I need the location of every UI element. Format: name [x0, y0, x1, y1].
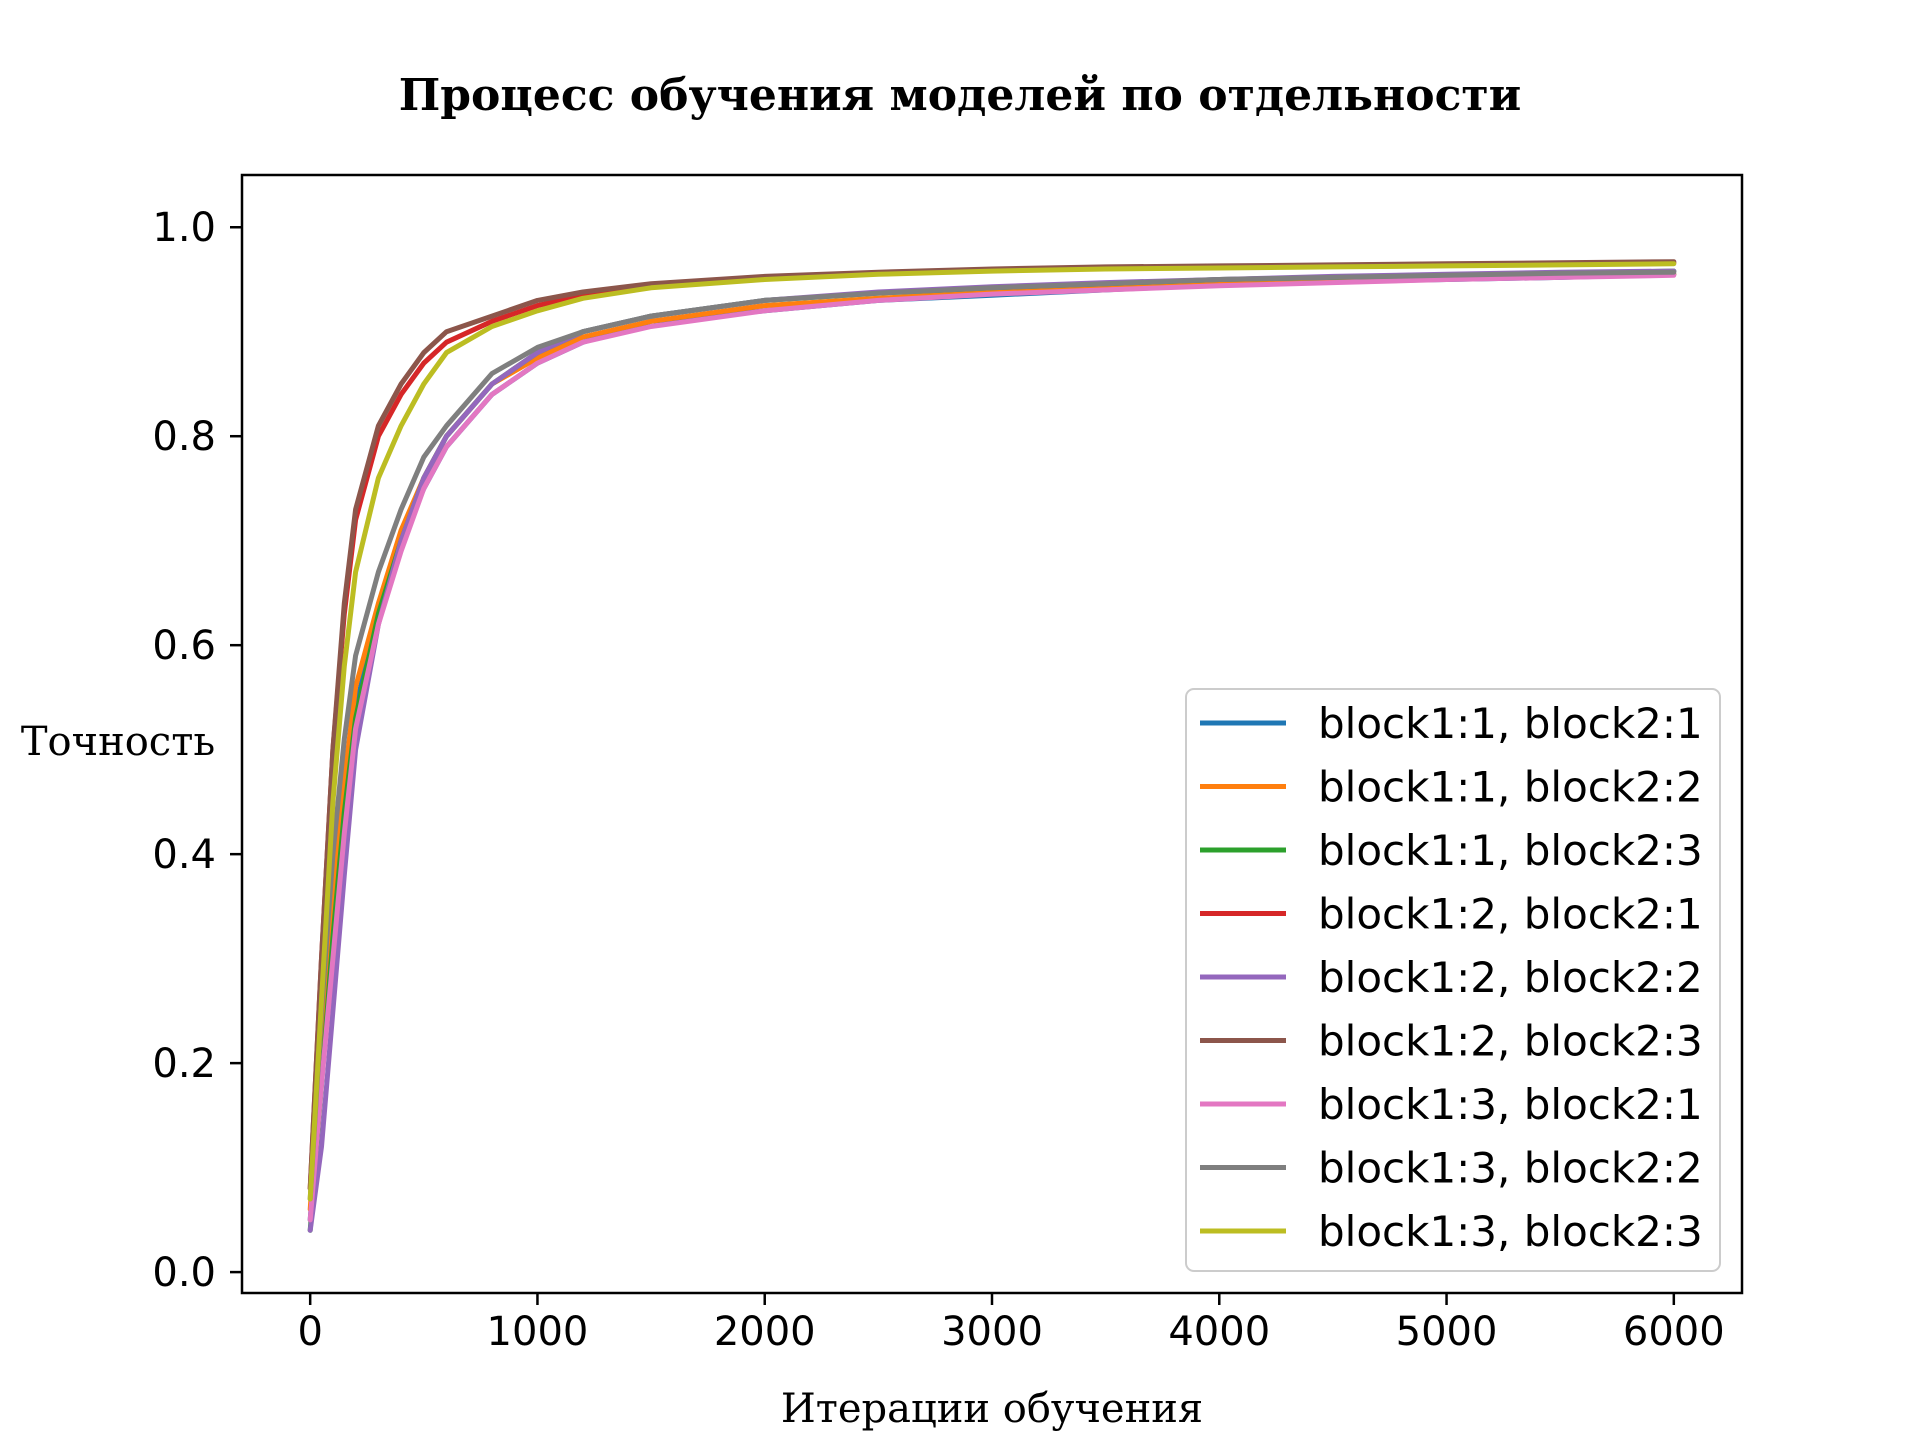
series-line-7	[307, 272, 1677, 1223]
chart-title: Процесс обучения моделей по отдельности	[399, 70, 1522, 121]
y-axis-label: Точность	[21, 719, 215, 765]
legend: block1:1, block2:1 block1:1, block2:2 bloc…	[1185, 688, 1721, 1272]
y-tick-label: 1.0	[152, 205, 216, 251]
y-tick-label: 0.8	[152, 414, 216, 460]
legend-label-6: block1:2, block2:3	[1318, 1017, 1703, 1066]
legend-label-1: block1:1, block2:1	[1318, 699, 1703, 748]
legend-label-3: block1:1, block2:3	[1318, 826, 1703, 875]
x-tick-label: 4000	[1168, 1309, 1270, 1355]
y-tick-label: 0.4	[152, 832, 216, 878]
legend-label-4: block1:2, block2:1	[1318, 890, 1703, 939]
series-line-8	[307, 269, 1677, 1202]
y-tick-label: 0.6	[152, 623, 216, 669]
y-tick-label: 0.2	[152, 1041, 216, 1087]
x-tick-label: 3000	[941, 1309, 1043, 1355]
legend-label-5: block1:2, block2:2	[1318, 953, 1703, 1002]
x-tick-label: 6000	[1623, 1309, 1725, 1355]
y-tick-label: 0.0	[152, 1250, 216, 1296]
x-axis-label: Итерации обучения	[781, 1386, 1203, 1432]
x-tick-label: 0	[297, 1309, 322, 1355]
legend-label-2: block1:1, block2:2	[1318, 763, 1703, 812]
x-axis: 0 1000 2000 3000 4000 5000 6000	[297, 1293, 1725, 1355]
x-tick-label: 5000	[1396, 1309, 1498, 1355]
y-axis: 0.0 0.2 0.4 0.6 0.8 1.0	[152, 205, 242, 1296]
x-tick-label: 1000	[487, 1309, 589, 1355]
x-tick-label: 2000	[714, 1309, 816, 1355]
legend-label-8: block1:3, block2:2	[1318, 1144, 1703, 1193]
legend-box	[1185, 688, 1721, 1272]
plot-lines	[307, 259, 1677, 1233]
series-line-9	[307, 261, 1677, 1202]
legend-label-7: block1:3, block2:1	[1318, 1080, 1703, 1129]
legend-label-9: block1:3, block2:3	[1318, 1207, 1703, 1256]
